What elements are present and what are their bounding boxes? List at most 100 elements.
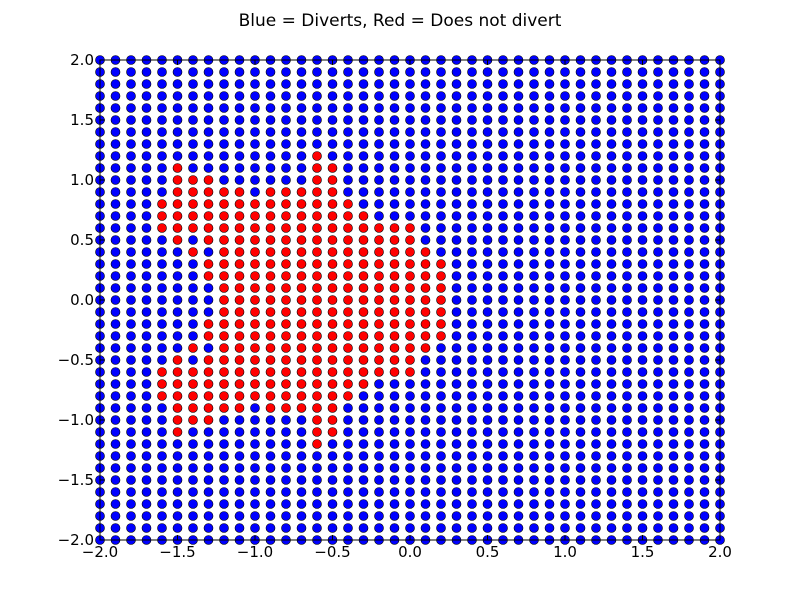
point-does-not-divert xyxy=(234,247,245,257)
point-diverts xyxy=(110,151,121,161)
point-does-not-divert xyxy=(265,211,276,221)
point-diverts xyxy=(668,451,679,461)
point-diverts xyxy=(281,499,291,509)
point-diverts xyxy=(653,475,663,485)
point-diverts xyxy=(141,415,152,425)
point-diverts xyxy=(513,211,524,221)
point-diverts xyxy=(467,415,477,425)
point-does-not-divert xyxy=(265,391,276,401)
point-does-not-divert xyxy=(436,331,446,341)
point-diverts xyxy=(188,475,198,485)
point-does-not-divert xyxy=(296,259,307,269)
point-diverts xyxy=(622,511,632,521)
point-diverts xyxy=(513,451,524,461)
point-diverts xyxy=(188,151,198,161)
point-diverts xyxy=(374,163,384,173)
point-diverts xyxy=(172,487,183,497)
point-diverts xyxy=(591,403,601,413)
point-diverts xyxy=(637,475,648,485)
point-diverts xyxy=(560,379,570,389)
point-does-not-divert xyxy=(327,343,338,353)
point-diverts xyxy=(606,307,617,317)
point-does-not-divert xyxy=(265,319,276,329)
point-does-not-divert xyxy=(358,319,369,329)
point-diverts xyxy=(653,91,663,101)
point-diverts xyxy=(513,367,524,377)
point-diverts xyxy=(684,103,694,113)
point-diverts xyxy=(606,211,617,221)
point-does-not-divert xyxy=(312,211,322,221)
point-does-not-divert xyxy=(265,235,276,245)
point-diverts xyxy=(699,235,710,245)
point-diverts xyxy=(203,103,214,113)
point-diverts xyxy=(637,151,648,161)
point-diverts xyxy=(358,391,369,401)
point-diverts xyxy=(203,487,214,497)
point-diverts xyxy=(141,367,152,377)
point-diverts xyxy=(188,139,198,149)
point-diverts xyxy=(265,103,276,113)
point-diverts xyxy=(467,115,477,125)
point-diverts xyxy=(358,67,369,77)
point-does-not-divert xyxy=(219,259,229,269)
point-diverts xyxy=(234,175,245,185)
point-diverts xyxy=(436,163,446,173)
point-does-not-divert xyxy=(374,223,384,233)
point-diverts xyxy=(389,403,400,413)
point-diverts xyxy=(451,415,462,425)
point-diverts xyxy=(451,163,462,173)
point-diverts xyxy=(467,247,477,257)
point-does-not-divert xyxy=(219,283,229,293)
point-diverts xyxy=(684,439,694,449)
point-diverts xyxy=(668,79,679,89)
point-diverts xyxy=(513,235,524,245)
point-diverts xyxy=(575,283,586,293)
point-diverts xyxy=(451,139,462,149)
point-diverts xyxy=(203,511,214,521)
point-diverts xyxy=(374,103,384,113)
point-diverts xyxy=(343,103,353,113)
point-diverts xyxy=(575,355,586,365)
point-diverts xyxy=(699,283,710,293)
point-diverts xyxy=(203,151,214,161)
point-diverts xyxy=(343,163,353,173)
point-diverts xyxy=(281,487,291,497)
point-diverts xyxy=(684,463,694,473)
point-does-not-divert xyxy=(327,223,338,233)
point-does-not-divert xyxy=(219,295,229,305)
point-diverts xyxy=(451,175,462,185)
point-diverts xyxy=(389,67,400,77)
point-diverts xyxy=(622,223,632,233)
point-diverts xyxy=(250,523,260,533)
point-diverts xyxy=(684,295,694,305)
point-diverts xyxy=(312,115,322,125)
point-diverts xyxy=(405,523,415,533)
point-diverts xyxy=(405,163,415,173)
point-diverts xyxy=(343,511,353,521)
point-diverts xyxy=(141,439,152,449)
point-diverts xyxy=(560,91,570,101)
point-diverts xyxy=(622,187,632,197)
point-diverts xyxy=(250,79,260,89)
point-diverts xyxy=(606,475,617,485)
point-diverts xyxy=(498,499,508,509)
point-diverts xyxy=(265,427,276,437)
point-diverts xyxy=(575,295,586,305)
point-diverts xyxy=(498,295,508,305)
point-diverts xyxy=(420,175,431,185)
point-does-not-divert xyxy=(219,223,229,233)
point-diverts xyxy=(141,187,152,197)
point-diverts xyxy=(110,391,121,401)
point-diverts xyxy=(203,343,214,353)
point-diverts xyxy=(560,295,570,305)
point-does-not-divert xyxy=(203,187,214,197)
point-diverts xyxy=(637,127,648,137)
point-diverts xyxy=(622,199,632,209)
point-diverts xyxy=(560,439,570,449)
point-diverts xyxy=(343,91,353,101)
point-diverts xyxy=(544,211,555,221)
point-diverts xyxy=(591,307,601,317)
point-diverts xyxy=(467,307,477,317)
point-diverts xyxy=(513,187,524,197)
point-diverts xyxy=(420,487,431,497)
